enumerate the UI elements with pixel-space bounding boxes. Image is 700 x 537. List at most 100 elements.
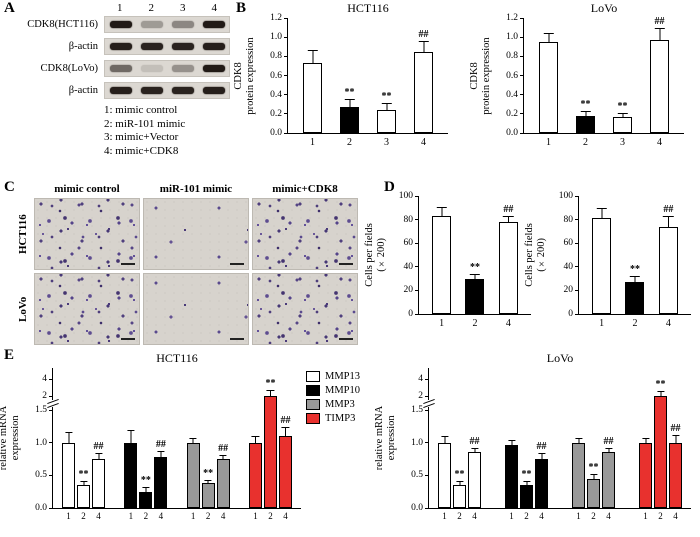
- x-tick-label: 3: [384, 137, 389, 148]
- bar-slot: ** 2: [263, 378, 277, 521]
- bar: [650, 40, 669, 133]
- blot-row: CDK8(HCT116): [6, 16, 230, 33]
- chart-cells-hct116: Cells per fields (×200) 0 20 40 60 80 100 1 ** 2 #…: [364, 191, 531, 329]
- bar: [340, 107, 359, 133]
- y-axis-label: Cells per fields (×200): [364, 223, 387, 287]
- chart-title: HCT116: [156, 351, 198, 365]
- bar-slot: ## 4: [278, 416, 292, 521]
- x-tick-label: 4: [220, 511, 226, 521]
- y-tick-mark: [575, 289, 579, 291]
- error-bar: [79, 480, 88, 486]
- x-tick-label: 1: [599, 318, 605, 329]
- chart-title: HCT116: [347, 1, 389, 15]
- y-tick-mark: [415, 195, 419, 197]
- gene-group: 1 ** 2 ## 4: [62, 431, 105, 521]
- lane-number: 4: [211, 2, 218, 14]
- y-tick-mark: [284, 55, 288, 57]
- bar: [438, 442, 451, 508]
- protein-band: [171, 43, 194, 50]
- y-tick-mark: [284, 36, 288, 38]
- bar: [154, 457, 168, 508]
- x-tick-label: 1: [253, 511, 258, 521]
- error-bar: [307, 49, 318, 64]
- micrograph-grid: [34, 198, 360, 345]
- significance-marker: **: [265, 377, 276, 389]
- legend-entry: MMP3: [306, 399, 360, 410]
- blot-row-label: β-actin: [68, 85, 98, 96]
- bars-area: 1 ** 2 ## 4 1 ** 2 ## 4 1 ** 2 ## 4 1 ** 2 ## 4: [429, 368, 691, 521]
- x-tick-label: 1: [310, 137, 315, 148]
- micrograph-column-header: mimic control: [54, 183, 120, 195]
- axis-break-mark: [423, 398, 435, 408]
- y-tick-label: 1.5: [411, 405, 423, 415]
- error-bar: [671, 435, 680, 443]
- y-tick-label: 60: [403, 238, 414, 249]
- x-tick-label: 2: [472, 318, 478, 329]
- bar-slot: ## 4: [602, 437, 615, 521]
- y-tick-label: 0.6: [506, 70, 518, 81]
- y-tick-label: 1.0: [270, 32, 282, 43]
- error-bar: [418, 40, 429, 52]
- error-bar: [94, 452, 103, 459]
- axis-break-mark: [47, 398, 59, 408]
- x-tick-label: 1: [190, 511, 196, 521]
- bar-slot: ** 2: [453, 469, 466, 521]
- panel-label-d: D: [384, 179, 395, 195]
- y-tick-mark: [49, 507, 53, 509]
- legend-swatch: [306, 399, 320, 410]
- error-bar: [654, 27, 665, 41]
- bar-slot: 1: [535, 33, 563, 148]
- legend-swatch: [306, 371, 320, 382]
- y-tick-label: 1.2: [270, 13, 282, 23]
- bar-slot: 1: [248, 436, 262, 521]
- bar-slot: ** 2: [139, 476, 153, 521]
- y-tick-mark: [520, 75, 524, 76]
- error-bar: [455, 480, 464, 486]
- row-label-hct116: HCT116: [17, 214, 29, 254]
- bar: [572, 442, 585, 508]
- y-tick-mark: [520, 55, 524, 57]
- y-tick-label: 80: [563, 214, 574, 225]
- bar: [576, 115, 595, 133]
- bar-slot: ## 4: [669, 424, 682, 521]
- error-bar: [629, 276, 641, 283]
- bar: [248, 442, 262, 508]
- error-bar: [470, 447, 479, 453]
- legend-entry: MMP10: [306, 385, 360, 396]
- protein-band: [109, 65, 132, 72]
- error-bar: [580, 110, 591, 116]
- y-tick-mark: [49, 442, 53, 444]
- bar: [263, 396, 277, 508]
- error-bar: [127, 429, 135, 443]
- significance-marker: ##: [93, 440, 104, 452]
- bar-slot: 1: [299, 49, 327, 148]
- bar: [539, 41, 558, 133]
- bar-slot: ** 2: [520, 469, 533, 521]
- protein-band: [202, 21, 225, 28]
- bar-slot: 1: [186, 438, 200, 521]
- lane-numbers: 1 2 3 4: [104, 2, 230, 14]
- y-tick-label: 0.6: [270, 70, 282, 81]
- y-tick-label: 2: [418, 391, 423, 401]
- significance-marker: **: [655, 378, 666, 390]
- error-bar: [617, 112, 628, 117]
- bar-slot: 1: [572, 438, 585, 521]
- x-tick-label: 4: [673, 511, 678, 521]
- bar: [432, 216, 452, 314]
- blot-strip: [104, 60, 230, 77]
- chart-cdk8-lovo: LoVo CDK8 protein expression 0.0 0.2 0.4 0.6 0…: [469, 1, 684, 148]
- blot-row: β-actin: [6, 38, 230, 55]
- x-tick-label: 4: [96, 511, 101, 521]
- row-label-lovo: LoVo: [17, 296, 29, 322]
- protein-band: [140, 87, 163, 94]
- significance-marker: **: [588, 462, 599, 474]
- x-tick-label: 2: [347, 137, 352, 148]
- western-blot-panel: 1 2 3 4 CDK8(HCT116) β-actin CDK8(LoVo) β-acti…: [6, 2, 230, 158]
- significance-marker: ##: [418, 28, 429, 40]
- bar-slot: 1: [124, 429, 138, 521]
- legend-entry: MMP13: [306, 371, 360, 382]
- protein-band: [140, 65, 163, 72]
- bar-slot: 1: [428, 206, 456, 329]
- protein-band: [171, 21, 194, 28]
- bar: [124, 442, 138, 508]
